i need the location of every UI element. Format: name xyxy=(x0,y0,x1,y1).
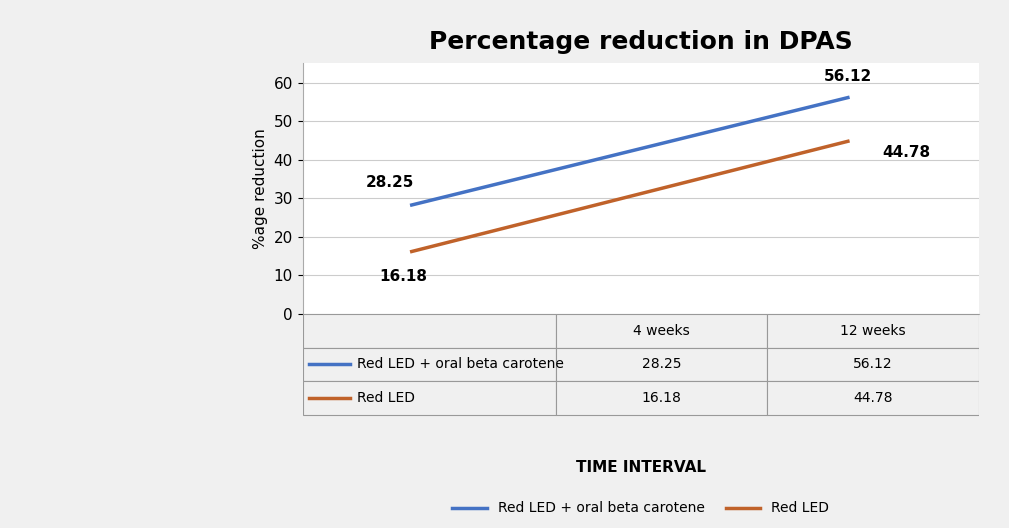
Bar xyxy=(556,314,768,347)
Text: 28.25: 28.25 xyxy=(365,175,414,190)
Text: 56.12: 56.12 xyxy=(823,69,872,84)
Text: TIME INTERVAL: TIME INTERVAL xyxy=(576,460,705,475)
Red LED xyxy=(842,138,854,145)
Title: Percentage reduction in DPAS: Percentage reduction in DPAS xyxy=(429,31,853,54)
Bar xyxy=(303,347,556,381)
Text: 28.25: 28.25 xyxy=(642,357,682,371)
Legend: Red LED + oral beta carotene, Red LED: Red LED + oral beta carotene, Red LED xyxy=(446,496,835,521)
Text: 44.78: 44.78 xyxy=(883,145,931,161)
Bar xyxy=(303,314,556,347)
Red LED + oral beta carotene xyxy=(406,202,418,208)
Text: 44.78: 44.78 xyxy=(854,391,893,405)
Red LED + oral beta carotene xyxy=(842,95,854,101)
Line: Red LED + oral beta carotene: Red LED + oral beta carotene xyxy=(412,98,848,205)
Bar xyxy=(768,381,979,415)
Bar xyxy=(768,314,979,347)
Text: 4 weeks: 4 weeks xyxy=(634,324,690,338)
Red LED xyxy=(406,248,418,254)
Bar xyxy=(556,381,768,415)
Bar xyxy=(303,381,556,415)
Text: 16.18: 16.18 xyxy=(642,391,682,405)
Text: Red LED + oral beta carotene: Red LED + oral beta carotene xyxy=(357,357,564,371)
Text: 16.18: 16.18 xyxy=(379,269,427,284)
Text: 12 weeks: 12 weeks xyxy=(840,324,906,338)
Line: Red LED: Red LED xyxy=(412,142,848,251)
Y-axis label: %age reduction: %age reduction xyxy=(253,128,268,249)
Text: 56.12: 56.12 xyxy=(854,357,893,371)
Bar xyxy=(556,347,768,381)
Bar xyxy=(768,347,979,381)
Text: Red LED: Red LED xyxy=(357,391,415,405)
